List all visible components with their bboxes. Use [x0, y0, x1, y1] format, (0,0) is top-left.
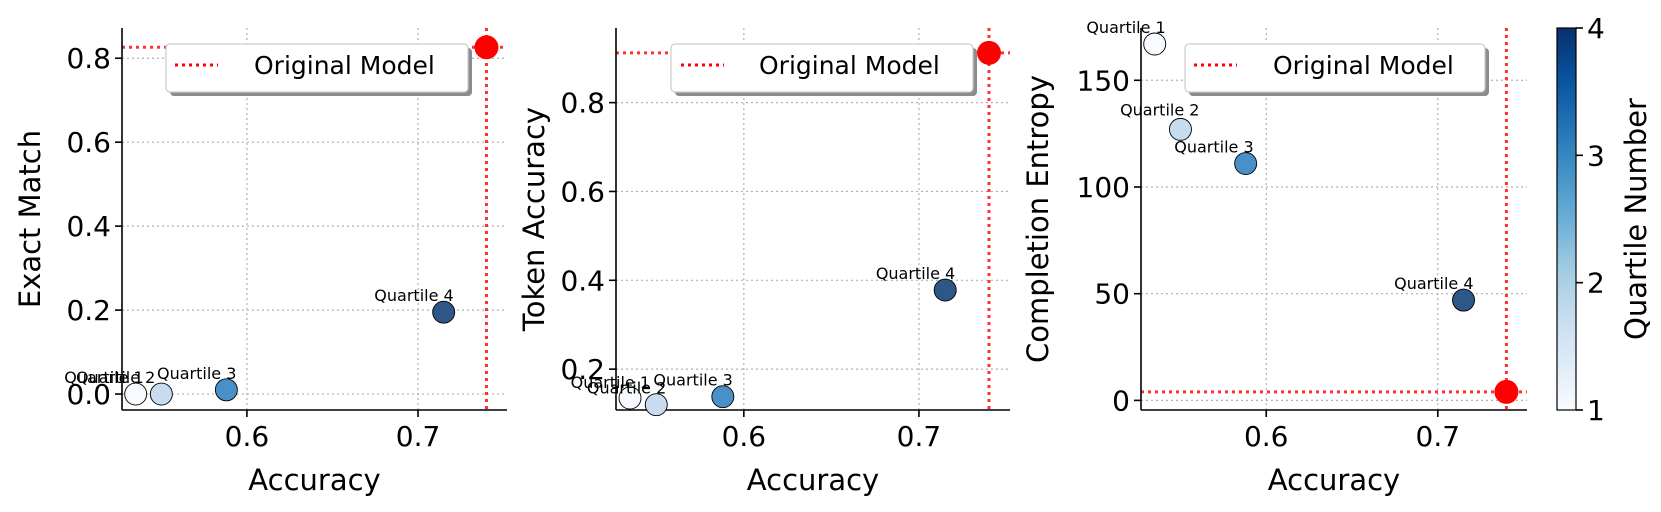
quartile-point: [1143, 32, 1167, 56]
y-tick-label: 100: [1077, 171, 1130, 204]
y-tick-label: 0.2: [560, 353, 605, 386]
point-label: Quartile 1: [1086, 18, 1165, 37]
x-axis-label: Accuracy: [1268, 463, 1400, 497]
quartile-point: [711, 385, 735, 409]
x-tick-label: 0.6: [1244, 420, 1289, 453]
legend-box: [165, 43, 469, 93]
y-tick-label: 0.8: [560, 87, 605, 120]
x-tick-label: 0.6: [225, 420, 270, 453]
quartile-point: [124, 382, 148, 406]
chart-panel-1: 0.6 0.7 0.0 0.2 0.4 0.6 0.8 Accuracy Exact Match…: [13, 28, 507, 497]
x-tick-label: 0.6: [722, 420, 767, 453]
colorbar-tick-label: 2: [1587, 267, 1605, 300]
quartile-point: [214, 378, 238, 402]
colorbar-tick-label: 1: [1587, 394, 1605, 427]
legend-entry: Original Model: [254, 51, 435, 80]
quartile-point: [432, 300, 456, 324]
point-label: Quartile 1: [571, 373, 650, 392]
legend-entry: Original Model: [759, 51, 940, 80]
legend: Original Model: [165, 43, 472, 96]
quartile-point: [644, 393, 668, 417]
point-label: Quartile 1: [64, 368, 143, 387]
colorbar-tick-label: 4: [1587, 12, 1605, 45]
x-tick-label: 0.7: [1416, 420, 1461, 453]
y-tick-label: 0.0: [66, 378, 111, 411]
point-label: Quartile 3: [1174, 138, 1253, 157]
colorbar: 1 2 3 4 Quartile Number: [1556, 12, 1653, 427]
colorbar-label: Quartile Number: [1619, 98, 1653, 340]
chart-panel-2: 0.6 0.7 0.2 0.4 0.6 0.8 Accuracy Token Accuracy…: [517, 28, 1010, 497]
y-tick-label: 50: [1094, 278, 1130, 311]
quartile-point: [149, 382, 173, 406]
y-tick-label: 0.8: [66, 42, 111, 75]
point-label: Quartile 4: [374, 286, 453, 305]
point-label: Quartile 3: [653, 371, 732, 390]
legend-box: [670, 43, 974, 93]
point-label: Quartile 4: [1394, 274, 1473, 293]
x-tick-label: 0.7: [396, 420, 441, 453]
point-label: Quartile 4: [876, 264, 955, 283]
legend-entry: Original Model: [1273, 51, 1454, 80]
original-model-point: [976, 40, 1001, 65]
quartile-point: [1169, 117, 1192, 141]
y-tick-label: 0.6: [66, 126, 111, 159]
y-axis-label: Token Accuracy: [517, 107, 551, 332]
original-model-point: [1494, 379, 1519, 404]
x-tick-label: 0.7: [897, 420, 942, 453]
original-model-point: [474, 35, 499, 60]
quartile-point: [1452, 288, 1475, 312]
point-label: Quartile 2: [76, 368, 155, 387]
y-tick-label: 0.6: [560, 175, 605, 208]
quartile-point: [1234, 152, 1258, 175]
x-axis-label: Accuracy: [747, 463, 879, 497]
y-tick-label: 0.4: [66, 210, 111, 243]
x-axis-label: Accuracy: [248, 463, 380, 497]
colorbar-bar: [1556, 27, 1577, 411]
chart-panel-3: 0.6 0.7 0 50 100 150 Accuracy Completion Entrop…: [1021, 18, 1527, 497]
y-tick-label: 0.4: [560, 264, 605, 297]
colorbar-tick-label: 3: [1587, 139, 1605, 172]
y-axis-label: Completion Entropy: [1021, 75, 1055, 363]
y-tick-label: 0: [1112, 384, 1130, 417]
legend: Original Model: [1184, 43, 1489, 96]
y-axis-label: Exact Match: [13, 130, 47, 308]
quartile-point: [618, 386, 642, 410]
quartile-point: [933, 278, 957, 302]
legend-box: [1184, 43, 1486, 93]
point-label: Quartile 3: [157, 364, 236, 383]
point-label: Quartile 2: [1120, 100, 1199, 119]
y-tick-label: 0.2: [66, 294, 111, 327]
point-label: Quartile 2: [587, 379, 666, 398]
legend: Original Model: [670, 43, 977, 96]
y-tick-label: 150: [1077, 64, 1130, 97]
